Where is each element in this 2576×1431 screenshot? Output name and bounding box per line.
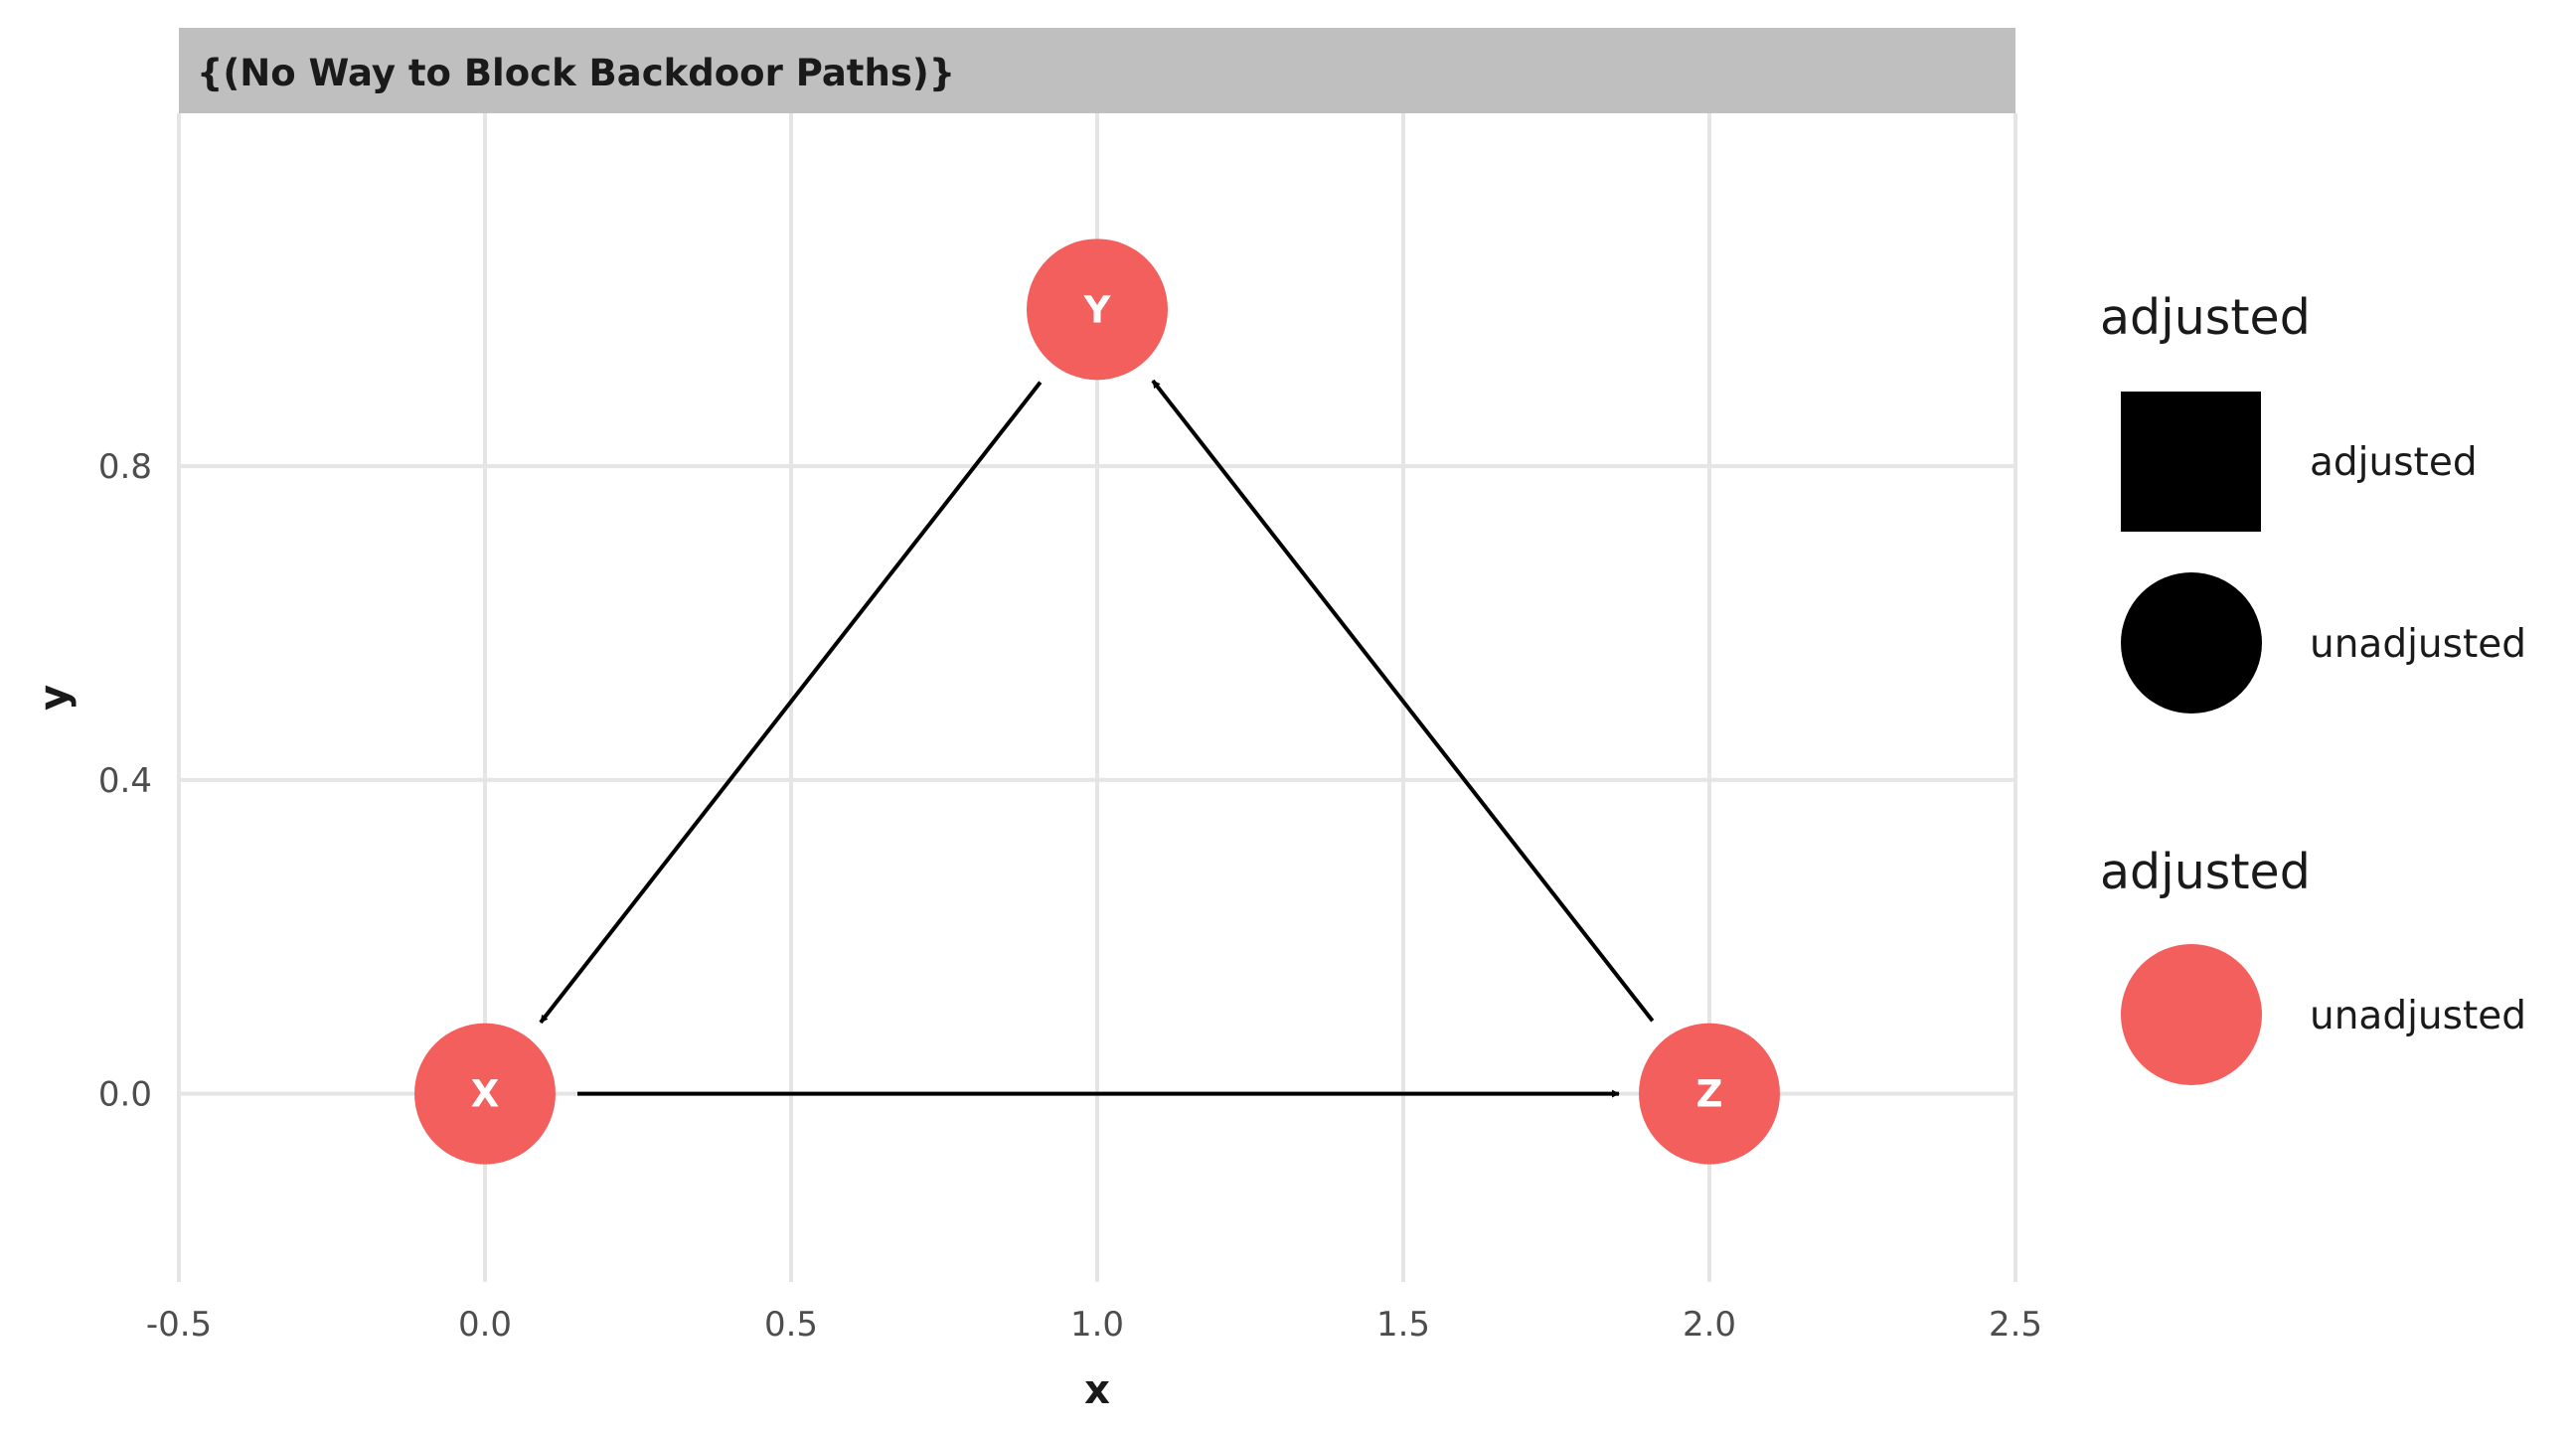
node-label-x: X [471, 1073, 500, 1116]
x-tick-label: 1.5 [1376, 1305, 1430, 1345]
y-tick-label: 0.8 [98, 447, 152, 487]
node-z [1639, 1023, 1780, 1165]
y-tick-label: 0.0 [98, 1075, 152, 1115]
dag-nodes: X Y Z [414, 238, 1780, 1165]
node-y [1027, 238, 1168, 381]
node-label-z: Z [1696, 1073, 1723, 1116]
y-axis-title: y [32, 685, 78, 711]
legend-color-key [2121, 944, 2262, 1085]
edge-z-to-y [1151, 379, 1655, 1023]
legend-shape-label-adjusted: adjusted [2310, 440, 2478, 485]
x-tick-label: 2.5 [1989, 1305, 2042, 1345]
x-tick-label: 1.0 [1070, 1305, 1124, 1345]
x-tick-label: 2.0 [1683, 1305, 1736, 1345]
legend-shape-label-unadjusted: unadjusted [2310, 622, 2526, 667]
y-tick-label: 0.4 [98, 761, 152, 801]
node-x [414, 1023, 556, 1165]
node-label-y: Y [1083, 288, 1112, 331]
legend-square-key [2121, 392, 2261, 532]
facet-strip [179, 28, 2015, 113]
edge-y-to-x [539, 381, 1043, 1025]
y-tick-labels: 0.0 0.4 0.8 [98, 447, 152, 1114]
x-tick-label: 0.0 [458, 1305, 512, 1345]
legend-color-title: adjusted [2100, 844, 2311, 900]
legend-color: adjusted unadjusted [2100, 844, 2526, 1085]
x-axis-title: x [1084, 1367, 1110, 1413]
x-tick-label: -0.5 [146, 1305, 212, 1345]
panel-title: {(No Way to Block Backdoor Paths)} [197, 52, 955, 94]
legend-color-label-unadjusted: unadjusted [2310, 994, 2526, 1038]
x-tick-label: 0.5 [764, 1305, 818, 1345]
legend-shape-title: adjusted [2100, 289, 2311, 346]
legend-shape: adjusted adjusted unadjusted [2100, 289, 2526, 714]
legend-circle-key [2121, 572, 2262, 714]
dag-edges [539, 379, 1655, 1098]
x-tick-labels: -0.5 0.0 0.5 1.0 1.5 2.0 2.5 [146, 1305, 2042, 1345]
